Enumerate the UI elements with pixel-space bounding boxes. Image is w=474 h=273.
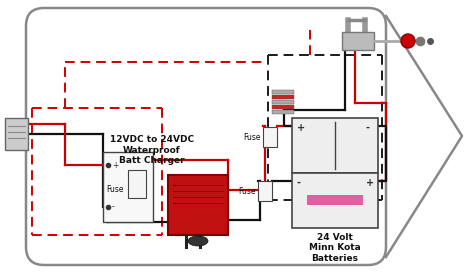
Text: Fuse: Fuse bbox=[238, 186, 256, 195]
Bar bbox=[263, 127, 277, 147]
Bar bbox=[292, 118, 378, 173]
Bar bbox=[272, 105, 294, 109]
Bar bbox=[258, 181, 272, 201]
Text: +: + bbox=[297, 123, 305, 133]
Text: Fuse: Fuse bbox=[244, 132, 261, 141]
Text: 12VDC to 24VDC
Waterproof
Batt Charger: 12VDC to 24VDC Waterproof Batt Charger bbox=[110, 135, 194, 165]
Bar bbox=[292, 173, 378, 228]
Bar bbox=[342, 32, 374, 50]
Ellipse shape bbox=[188, 236, 208, 246]
Bar bbox=[128, 170, 146, 198]
Bar bbox=[168, 175, 228, 235]
Bar bbox=[5, 118, 28, 150]
Bar bbox=[307, 195, 363, 205]
Bar bbox=[272, 90, 294, 94]
Text: +: + bbox=[366, 178, 374, 188]
Text: -: - bbox=[297, 178, 301, 188]
Bar bbox=[103, 152, 153, 222]
Text: 24 Volt
Minn Kota
Batteries: 24 Volt Minn Kota Batteries bbox=[309, 233, 361, 263]
Bar bbox=[272, 95, 294, 99]
Text: Fuse: Fuse bbox=[106, 185, 124, 194]
Circle shape bbox=[401, 34, 415, 48]
Text: -: - bbox=[366, 123, 370, 133]
Bar bbox=[272, 100, 294, 104]
Text: +: + bbox=[112, 161, 118, 170]
Bar bbox=[272, 110, 294, 114]
Text: -: - bbox=[112, 203, 115, 212]
